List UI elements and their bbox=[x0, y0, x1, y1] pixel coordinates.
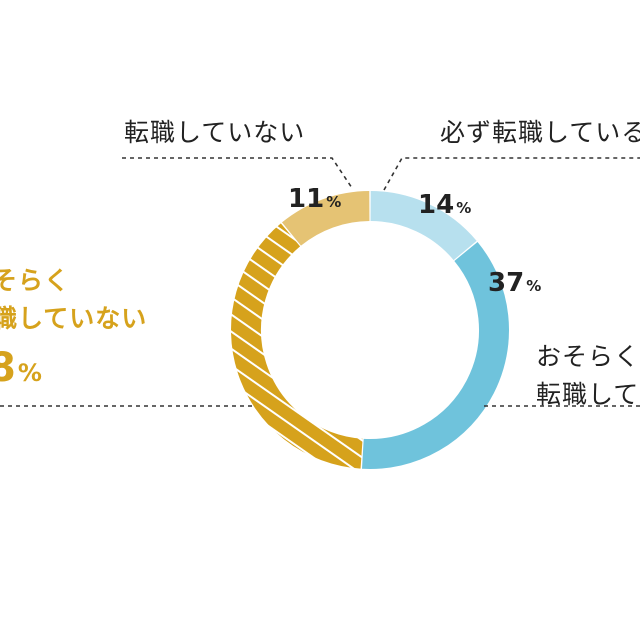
slice-value-probably-not-change: 8% bbox=[0, 348, 42, 388]
slice-label-not-change: 転職していない bbox=[124, 118, 306, 147]
leader-line-certain-change bbox=[383, 157, 640, 191]
percent-sign: % bbox=[456, 199, 472, 217]
slice-value-certain-change: 14% bbox=[418, 192, 471, 218]
leader-line-not-change bbox=[122, 157, 353, 189]
value-number: 8 bbox=[0, 345, 16, 391]
slice-label-probably-change: おそらく 転職してい bbox=[536, 342, 640, 409]
slice-value-not-change: 11% bbox=[288, 186, 341, 212]
slice-value-probably-change: 37% bbox=[488, 270, 541, 296]
slice-certain-change bbox=[370, 191, 477, 261]
percent-sign: % bbox=[526, 277, 542, 295]
percent-sign: % bbox=[17, 359, 42, 387]
slice-label-probably-not-change: そらく 職していない bbox=[0, 266, 148, 333]
percent-sign: % bbox=[326, 193, 342, 211]
value-number: 14 bbox=[418, 190, 455, 220]
slice-label-certain-change: 必ず転職している bbox=[440, 118, 640, 147]
slice-probably-change bbox=[362, 241, 509, 469]
slice-probably-not-change bbox=[231, 223, 363, 469]
slices bbox=[231, 191, 509, 469]
slice-not-change bbox=[281, 191, 370, 246]
value-number: 37 bbox=[488, 268, 525, 298]
value-number: 11 bbox=[288, 184, 325, 214]
leader-lines bbox=[0, 157, 640, 407]
